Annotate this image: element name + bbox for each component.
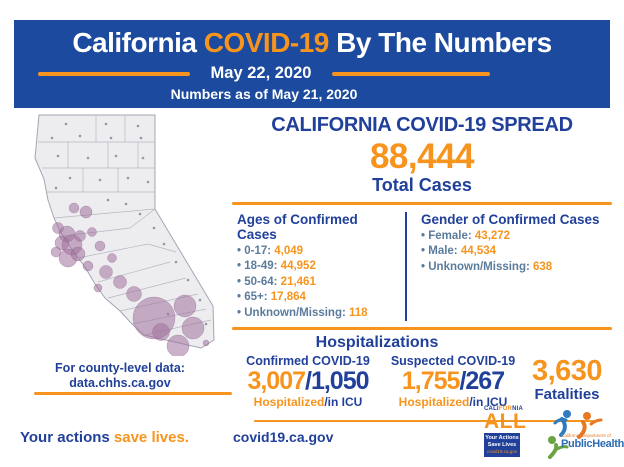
hospitalizations-row: Confirmed COVID-19 3,007/1,050 Hospitali… <box>232 354 612 409</box>
cdph-dept-text: California Department of <box>561 433 611 438</box>
gender-section: Gender of Confirmed Cases Female: 43,272… <box>405 211 612 321</box>
gender-item: Female: 43,272 <box>421 229 612 245</box>
gender-item-label: Male: <box>428 245 461 257</box>
ages-item-value: 44,952 <box>280 260 316 272</box>
ages-item-value: 4,049 <box>274 244 304 257</box>
california-all-logo: CALIFORNIA ALL Your Actions Save Lives c… <box>484 406 527 457</box>
header-banner: California COVID-19 By The Numbers May 2… <box>14 20 610 108</box>
california-all-wordmark: CALIFORNIA <box>484 406 524 412</box>
ages-title: Ages of Confirmed Cases <box>237 211 358 242</box>
tagline-blue: Your actions <box>20 429 114 446</box>
fatalities-label: Fatalities <box>534 385 600 403</box>
confirmed-sub-hospitalized: Hospitalized <box>253 394 325 409</box>
confirmed-hospitalized-value: 3,007 <box>247 366 306 395</box>
date-divider-left <box>38 71 190 76</box>
cdph-name-text: PublicHealth <box>561 438 624 450</box>
confirmed-label: Confirmed COVID-19 <box>246 353 370 368</box>
suspected-hospitalizations: Suspected COVID-19 1,755/267 Hospitalize… <box>384 354 522 409</box>
ages-item: 0-17: 4,049 <box>237 244 397 260</box>
suspected-icu-value: /267 <box>459 366 505 395</box>
cdph-logo: California Department of PublicHealth <box>545 407 624 459</box>
ages-item: 65+: 17,864 <box>237 290 397 306</box>
divider-middle <box>232 327 612 330</box>
caall-top-3: NIA <box>512 406 524 412</box>
date-text: May 22, 2020 <box>210 64 312 82</box>
gender-item-label: Female: <box>428 229 475 242</box>
title-part1: California <box>72 27 204 58</box>
gender-list: Female: 43,272 Male: 44,534 Unknown/Miss… <box>421 229 612 276</box>
confirmed-icu-value: /1,050 <box>305 366 370 395</box>
gender-item-value: 43,272 <box>474 229 511 242</box>
ages-section: Ages of Confirmed Cases 0-17: 4,049 18-4… <box>232 212 397 322</box>
caall-badge: Your Actions Save Lives covid19.ca.gov <box>484 433 520 457</box>
county-data-caption: For county-level data: data.chhs.ca.gov <box>18 361 222 391</box>
map-section-divider <box>34 392 232 395</box>
ages-item: 50-64: 21,461 <box>237 275 397 291</box>
confirmed-values: 3,007/1,050 <box>232 366 384 395</box>
ages-item: Unknown/Missing: 118 <box>237 306 397 322</box>
suspected-sub-icu: /in ICU <box>469 394 508 409</box>
confirmed-sublabel: Hospitalized/in ICU <box>232 395 384 409</box>
divider-bottom <box>254 419 594 422</box>
suspected-sub-hospitalized: Hospitalized <box>398 394 470 409</box>
caall-top-2: FOR <box>498 406 513 412</box>
case-bubbles <box>50 202 210 358</box>
suspected-hospitalized-value: 1,755 <box>401 366 461 395</box>
county-data-link[interactable]: data.chhs.ca.gov <box>69 376 171 390</box>
ages-list: 0-17: 4,049 18-49: 44,952 50-64: 21,461 … <box>237 244 397 322</box>
ages-item-label: 18-49: <box>244 260 281 272</box>
caall-badge-line2: Save Lives <box>487 442 517 448</box>
page-title: California COVID-19 By The Numbers <box>14 20 610 59</box>
divider-top <box>232 202 612 205</box>
ages-item-label: 0-17: <box>244 244 275 257</box>
date-divider-right <box>332 71 490 76</box>
cdph-figures-icon <box>548 410 603 459</box>
date-row: May 22, 2020 <box>38 64 490 83</box>
confirmed-hospitalizations: Confirmed COVID-19 3,007/1,050 Hospitali… <box>232 354 384 409</box>
title-part2: By The Numbers <box>328 27 552 58</box>
caall-badge-url: covid19.ca.gov <box>486 449 518 454</box>
california-outline <box>34 114 215 349</box>
fatalities-section: 3,630 Fatalities <box>522 354 612 409</box>
confirmed-sub-icu: /in ICU <box>324 394 363 409</box>
stats-panel: CALIFORNIA COVID-19 SPREAD 88,444 Total … <box>232 112 612 422</box>
total-cases-value: 88,444 <box>369 137 475 176</box>
gender-title: Gender of Confirmed Cases <box>421 211 600 227</box>
demographics-row: Ages of Confirmed Cases 0-17: 4,049 18-4… <box>232 211 612 322</box>
ages-item: 18-49: 44,952 <box>237 259 397 275</box>
ages-item-label: 50-64: <box>244 275 281 288</box>
suspected-sublabel: Hospitalized/in ICU <box>384 395 522 409</box>
spread-title: CALIFORNIA COVID-19 SPREAD <box>271 114 573 136</box>
caall-top-1: CALI <box>484 406 499 412</box>
gender-item: Unknown/Missing: 638 <box>421 260 612 276</box>
gender-item: Male: 44,534 <box>421 244 612 260</box>
california-county-map <box>8 112 230 358</box>
footer-tagline: Your actions save lives. <box>20 429 189 446</box>
fatalities-value: 3,630 <box>531 354 603 387</box>
ages-item-value: 17,864 <box>270 291 306 303</box>
gender-item-value: 44,534 <box>460 245 497 257</box>
title-highlight: COVID-19 <box>203 27 330 58</box>
caall-all-text: ALL <box>484 410 527 433</box>
ages-item-value: 21,461 <box>280 275 316 288</box>
cdph-text: California Department of PublicHealth <box>561 433 624 450</box>
tagline-orange: save lives. <box>113 429 189 446</box>
suspected-values: 1,755/267 <box>384 366 522 395</box>
suspected-label: Suspected COVID-19 <box>390 353 516 368</box>
as-of-text: Numbers as of May 21, 2020 <box>170 86 358 102</box>
total-cases-label: Total Cases <box>372 175 472 195</box>
ages-item-label: Unknown/Missing: <box>244 306 350 319</box>
gender-item-value: 638 <box>533 260 553 273</box>
ages-item-value: 118 <box>349 306 368 319</box>
gender-item-label: Unknown/Missing: <box>428 260 534 273</box>
caall-badge-line1: Your Actions <box>485 435 519 441</box>
california-map-svg <box>34 114 215 358</box>
county-data-caption-line1: For county-level data: <box>55 361 185 375</box>
footer-url-link[interactable]: covid19.ca.gov <box>233 429 334 445</box>
county-center-dots <box>50 122 208 326</box>
ages-item-label: 65+: <box>244 291 271 303</box>
hospitalizations-title: Hospitalizations <box>315 333 439 351</box>
